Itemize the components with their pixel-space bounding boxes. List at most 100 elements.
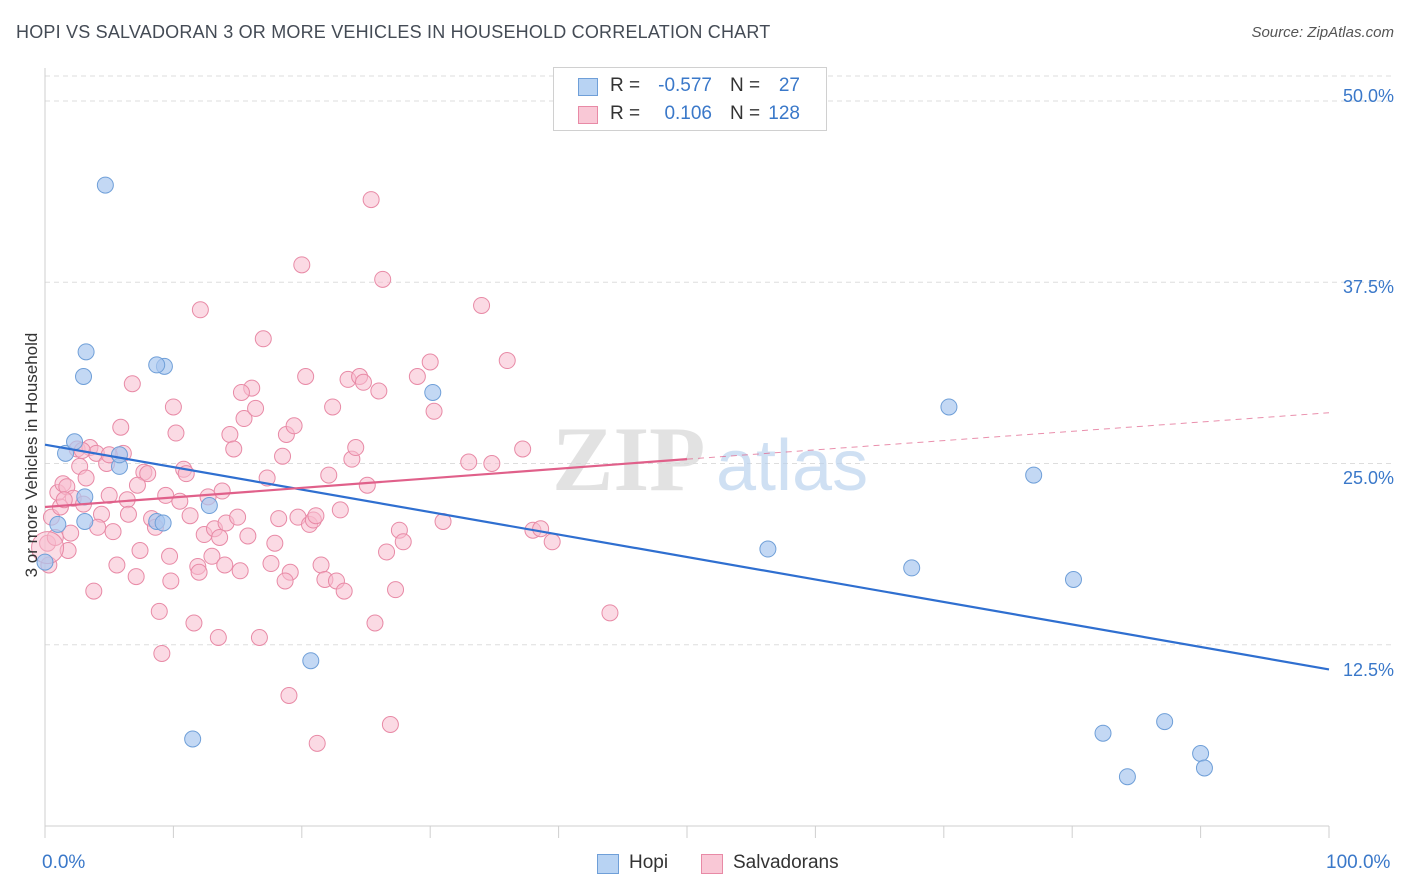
hopi-point <box>76 488 94 506</box>
y-tick-label-50: 50.0% <box>1342 86 1394 106</box>
hopi-point <box>184 730 202 748</box>
salvadorans-point <box>85 582 103 600</box>
salvadorans-point <box>247 399 265 417</box>
salvadorans-point <box>473 296 491 314</box>
salvadorans-point <box>331 501 349 519</box>
salvadorans-point <box>324 398 342 416</box>
hopi-point <box>49 515 67 533</box>
salvadorans-point <box>262 555 280 573</box>
legend-n-value: 27 <box>778 75 800 96</box>
salvadorans-point <box>276 572 294 590</box>
salvadorans-point <box>164 398 182 416</box>
hopi-point <box>75 368 93 385</box>
stats-legend: R = -0.577 N = 27 R = 0.106 N = 128 <box>553 67 827 131</box>
hopi-point <box>1156 713 1174 731</box>
hopi-point <box>66 433 84 451</box>
salvadorans-point <box>216 556 234 574</box>
salvadorans-point <box>274 447 292 465</box>
salvadorans-point <box>366 614 384 632</box>
salvadorans-point <box>374 270 392 288</box>
salvadorans-point <box>358 476 376 494</box>
salvadorans-point <box>280 687 298 704</box>
salvadorans-point <box>161 547 179 565</box>
salvadorans-point <box>108 556 126 574</box>
salvadorans-point <box>498 352 516 370</box>
salvadorans-point <box>354 373 372 391</box>
hopi-point <box>1025 466 1043 484</box>
salvadorans-point <box>104 523 122 541</box>
salvadorans-point <box>213 482 231 500</box>
hopi-point <box>302 652 320 670</box>
salvadorans-point <box>100 486 118 504</box>
salvadorans-point <box>191 301 209 319</box>
salvadorans-point <box>370 382 388 400</box>
y-tick-label-37-5: 37.5% <box>1342 277 1394 297</box>
salvadorans-point <box>232 383 250 401</box>
salvadorans-point <box>378 543 396 561</box>
salvadorans-point <box>139 465 157 483</box>
salvadorans-point <box>307 507 325 525</box>
salvadorans-point <box>347 439 365 457</box>
hopi-point <box>148 356 166 374</box>
salvadorans-point <box>150 602 168 620</box>
salvadorans-trend-line <box>44 458 688 509</box>
source-credit: Source: ZipAtlas.com <box>1251 24 1394 41</box>
hopi-point <box>77 343 95 361</box>
salvadorans-point <box>362 191 380 209</box>
salvadorans-point <box>203 547 221 565</box>
hopi-point <box>1094 724 1112 742</box>
salvadorans-point <box>425 402 443 420</box>
salvadorans-point <box>387 581 405 599</box>
salvadorans-point <box>381 716 399 733</box>
legend-r-label: R = <box>610 75 641 96</box>
salvadorans-point <box>335 582 353 600</box>
watermark-atlas: atlas <box>716 426 868 506</box>
hopi-point <box>759 540 777 558</box>
salvadorans-point <box>209 629 227 646</box>
salvadorans-point <box>460 453 478 471</box>
trend-lines <box>44 412 1330 671</box>
hopi-point <box>424 383 442 401</box>
salvadorans-point <box>225 440 243 458</box>
x-tick-label-min: 0.0% <box>42 852 86 873</box>
salvadorans-point <box>394 533 412 551</box>
salvadorans-point <box>254 330 272 348</box>
salvadorans-point <box>239 527 257 545</box>
hopi-point <box>1064 571 1082 588</box>
salvadorans-point <box>221 426 239 443</box>
legend-n-label: N = <box>730 75 761 96</box>
salvadorans-point <box>235 410 253 428</box>
hopi-point <box>200 497 218 515</box>
legend-r-label: R = <box>610 103 641 124</box>
salvadorans-point <box>320 466 338 484</box>
legend-row-hopi: R = -0.577 N = 27 <box>554 72 826 100</box>
salvadorans-point <box>127 568 145 586</box>
hopi-point <box>1195 759 1213 777</box>
y-axis-label: 3 or more Vehicles in Household <box>22 332 41 578</box>
salvadorans-point <box>123 375 141 393</box>
legend-n-label: N = <box>730 103 761 124</box>
salvadorans-point <box>119 505 137 523</box>
hopi-point <box>1192 745 1210 762</box>
hopi-point <box>110 446 128 464</box>
axes <box>44 68 1330 838</box>
salvadorans-point <box>408 368 426 385</box>
salvadorans-point <box>162 572 180 590</box>
salvadorans-point <box>543 533 561 551</box>
salvadorans-point <box>250 629 268 646</box>
y-tick-label-12-5: 12.5% <box>1342 660 1394 680</box>
salvadorans-point <box>131 542 149 559</box>
salvadorans-point <box>128 476 146 494</box>
salvadorans-point <box>266 534 284 552</box>
legend-row-salvadorans: R = 0.106 N = 128 <box>554 100 826 128</box>
hopi-point <box>903 559 921 577</box>
salvadorans-point <box>514 440 532 458</box>
hopi-point <box>76 513 94 530</box>
salvadorans-point <box>532 520 550 538</box>
hopi-point <box>36 553 54 571</box>
x-tick-label-max: 100.0% <box>1326 852 1391 873</box>
legend-r-value: 0.106 <box>664 103 712 124</box>
salvadorans-trend-extension <box>686 412 1330 460</box>
salvadorans-point <box>312 556 330 574</box>
